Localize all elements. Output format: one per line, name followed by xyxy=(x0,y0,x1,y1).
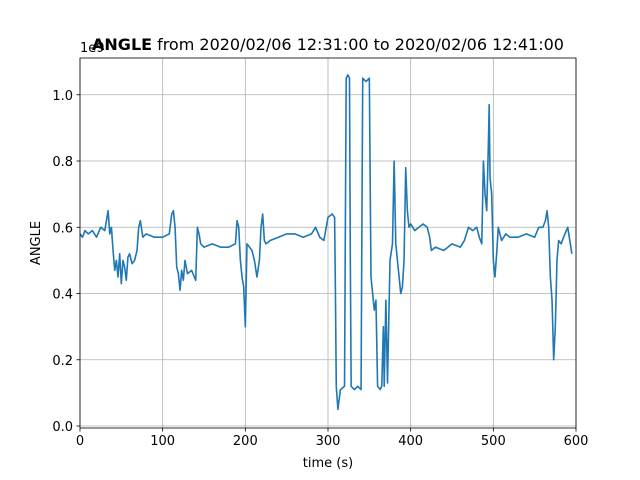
title-rest: from 2020/02/06 12:31:00 to 2020/02/06 1… xyxy=(157,35,564,54)
x-tick-label: 500 xyxy=(481,434,506,449)
y-tick-label: 0.2 xyxy=(52,354,73,369)
y-tick-label: 0.6 xyxy=(52,221,73,236)
data-line xyxy=(80,74,573,411)
y-axis-label: ANGLE xyxy=(29,221,44,265)
x-tick-label: 400 xyxy=(398,434,423,449)
x-axis-label: time (s) xyxy=(303,456,353,471)
x-tick-label: 300 xyxy=(316,434,341,449)
y-tick-label: 1.0 xyxy=(52,89,73,104)
title-bold: ANGLE xyxy=(92,35,152,54)
x-tick-label: 200 xyxy=(233,434,258,449)
ticks: 0 100 200 300 400 500 600 0.0 0.2 0.4 0.6 0.8 1.0 xyxy=(52,89,588,449)
y-offset-text: 1e9 xyxy=(80,41,105,56)
x-tick-label: 0 xyxy=(76,434,84,449)
x-tick-label: 600 xyxy=(564,434,589,449)
y-tick-label: 0.0 xyxy=(52,420,73,435)
plot xyxy=(80,74,573,411)
y-tick-label: 0.4 xyxy=(52,288,73,303)
y-tick-label: 0.8 xyxy=(52,155,73,170)
chart-title: ANGLE from 2020/02/06 12:31:00 to 2020/02… xyxy=(92,35,564,54)
x-tick-label: 100 xyxy=(150,434,175,449)
